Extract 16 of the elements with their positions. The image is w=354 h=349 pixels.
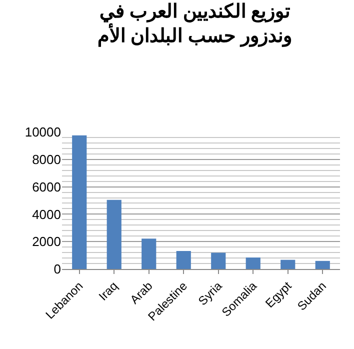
bar <box>106 200 122 269</box>
y-tick-label: 0 <box>54 262 61 277</box>
y-tick-label: 10000 <box>24 124 61 140</box>
bar <box>280 260 296 269</box>
bar <box>211 252 226 269</box>
x-tick-label: Iraq <box>96 278 120 304</box>
chart-title: توزيع الكنديين العرب في وندزور حسب البلدان الأم <box>97 1 292 48</box>
bar <box>176 251 191 269</box>
bar <box>315 260 330 269</box>
bar <box>72 135 87 269</box>
bar <box>246 257 260 269</box>
y-tick-label: 4000 <box>32 206 61 222</box>
bar <box>142 238 156 269</box>
y-tick-label: 6000 <box>32 179 61 194</box>
y-tick-label: 8000 <box>32 152 61 167</box>
y-tick-label: 2000 <box>32 234 61 250</box>
